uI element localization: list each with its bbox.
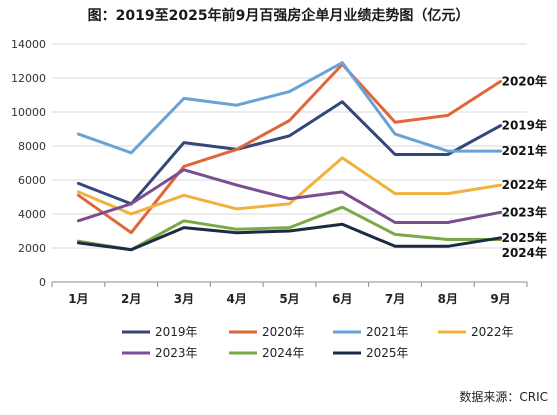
legend-label: 2021年 — [366, 325, 409, 339]
series-line — [76, 156, 503, 216]
legend-label: 2019年 — [155, 325, 198, 339]
legend-label: 2020年 — [262, 325, 305, 339]
series-end-label: 2022年 — [502, 177, 547, 192]
series-end-label: 2019年 — [502, 118, 547, 133]
x-tick-label: 4月 — [227, 292, 247, 306]
chart-title: 图：2019至2025年前9月百强房企单月业绩走势图（亿元） — [87, 8, 470, 24]
series-line — [76, 100, 503, 206]
y-tick-label: 8000 — [18, 140, 46, 153]
series-line — [76, 61, 503, 155]
x-tick-label: 1月 — [68, 292, 88, 306]
series-end-label: 2024年 — [502, 245, 547, 260]
y-tick-label: 4000 — [18, 208, 46, 221]
series-end-label: 2023年 — [502, 204, 547, 219]
series-end-label: 2021年 — [502, 143, 547, 158]
legend-label: 2022年 — [471, 325, 514, 339]
y-tick-label: 0 — [39, 276, 46, 289]
series-line — [76, 168, 503, 224]
series-line — [76, 62, 503, 235]
x-tick-label: 2月 — [121, 292, 141, 306]
x-tick-label: 9月 — [490, 292, 510, 306]
y-tick-label: 14000 — [11, 38, 46, 51]
y-tick-label: 6000 — [18, 174, 46, 187]
series-line — [76, 222, 503, 252]
y-tick-label: 10000 — [11, 106, 46, 119]
legend-label: 2023年 — [155, 346, 198, 360]
source-note: 数据来源：CRIC — [459, 390, 548, 404]
legend-label: 2025年 — [366, 346, 409, 360]
y-tick-label: 12000 — [11, 72, 46, 85]
x-tick-label: 3月 — [174, 292, 194, 306]
x-tick-label: 6月 — [332, 292, 352, 306]
series-end-label: 2025年 — [502, 230, 547, 245]
y-tick-label: 2000 — [18, 242, 46, 255]
x-tick-label: 7月 — [385, 292, 405, 306]
x-tick-label: 8月 — [438, 292, 458, 306]
x-tick-label: 5月 — [279, 292, 299, 306]
series-line — [76, 205, 503, 252]
series-end-label: 2020年 — [502, 73, 547, 88]
legend-label: 2024年 — [262, 346, 305, 360]
